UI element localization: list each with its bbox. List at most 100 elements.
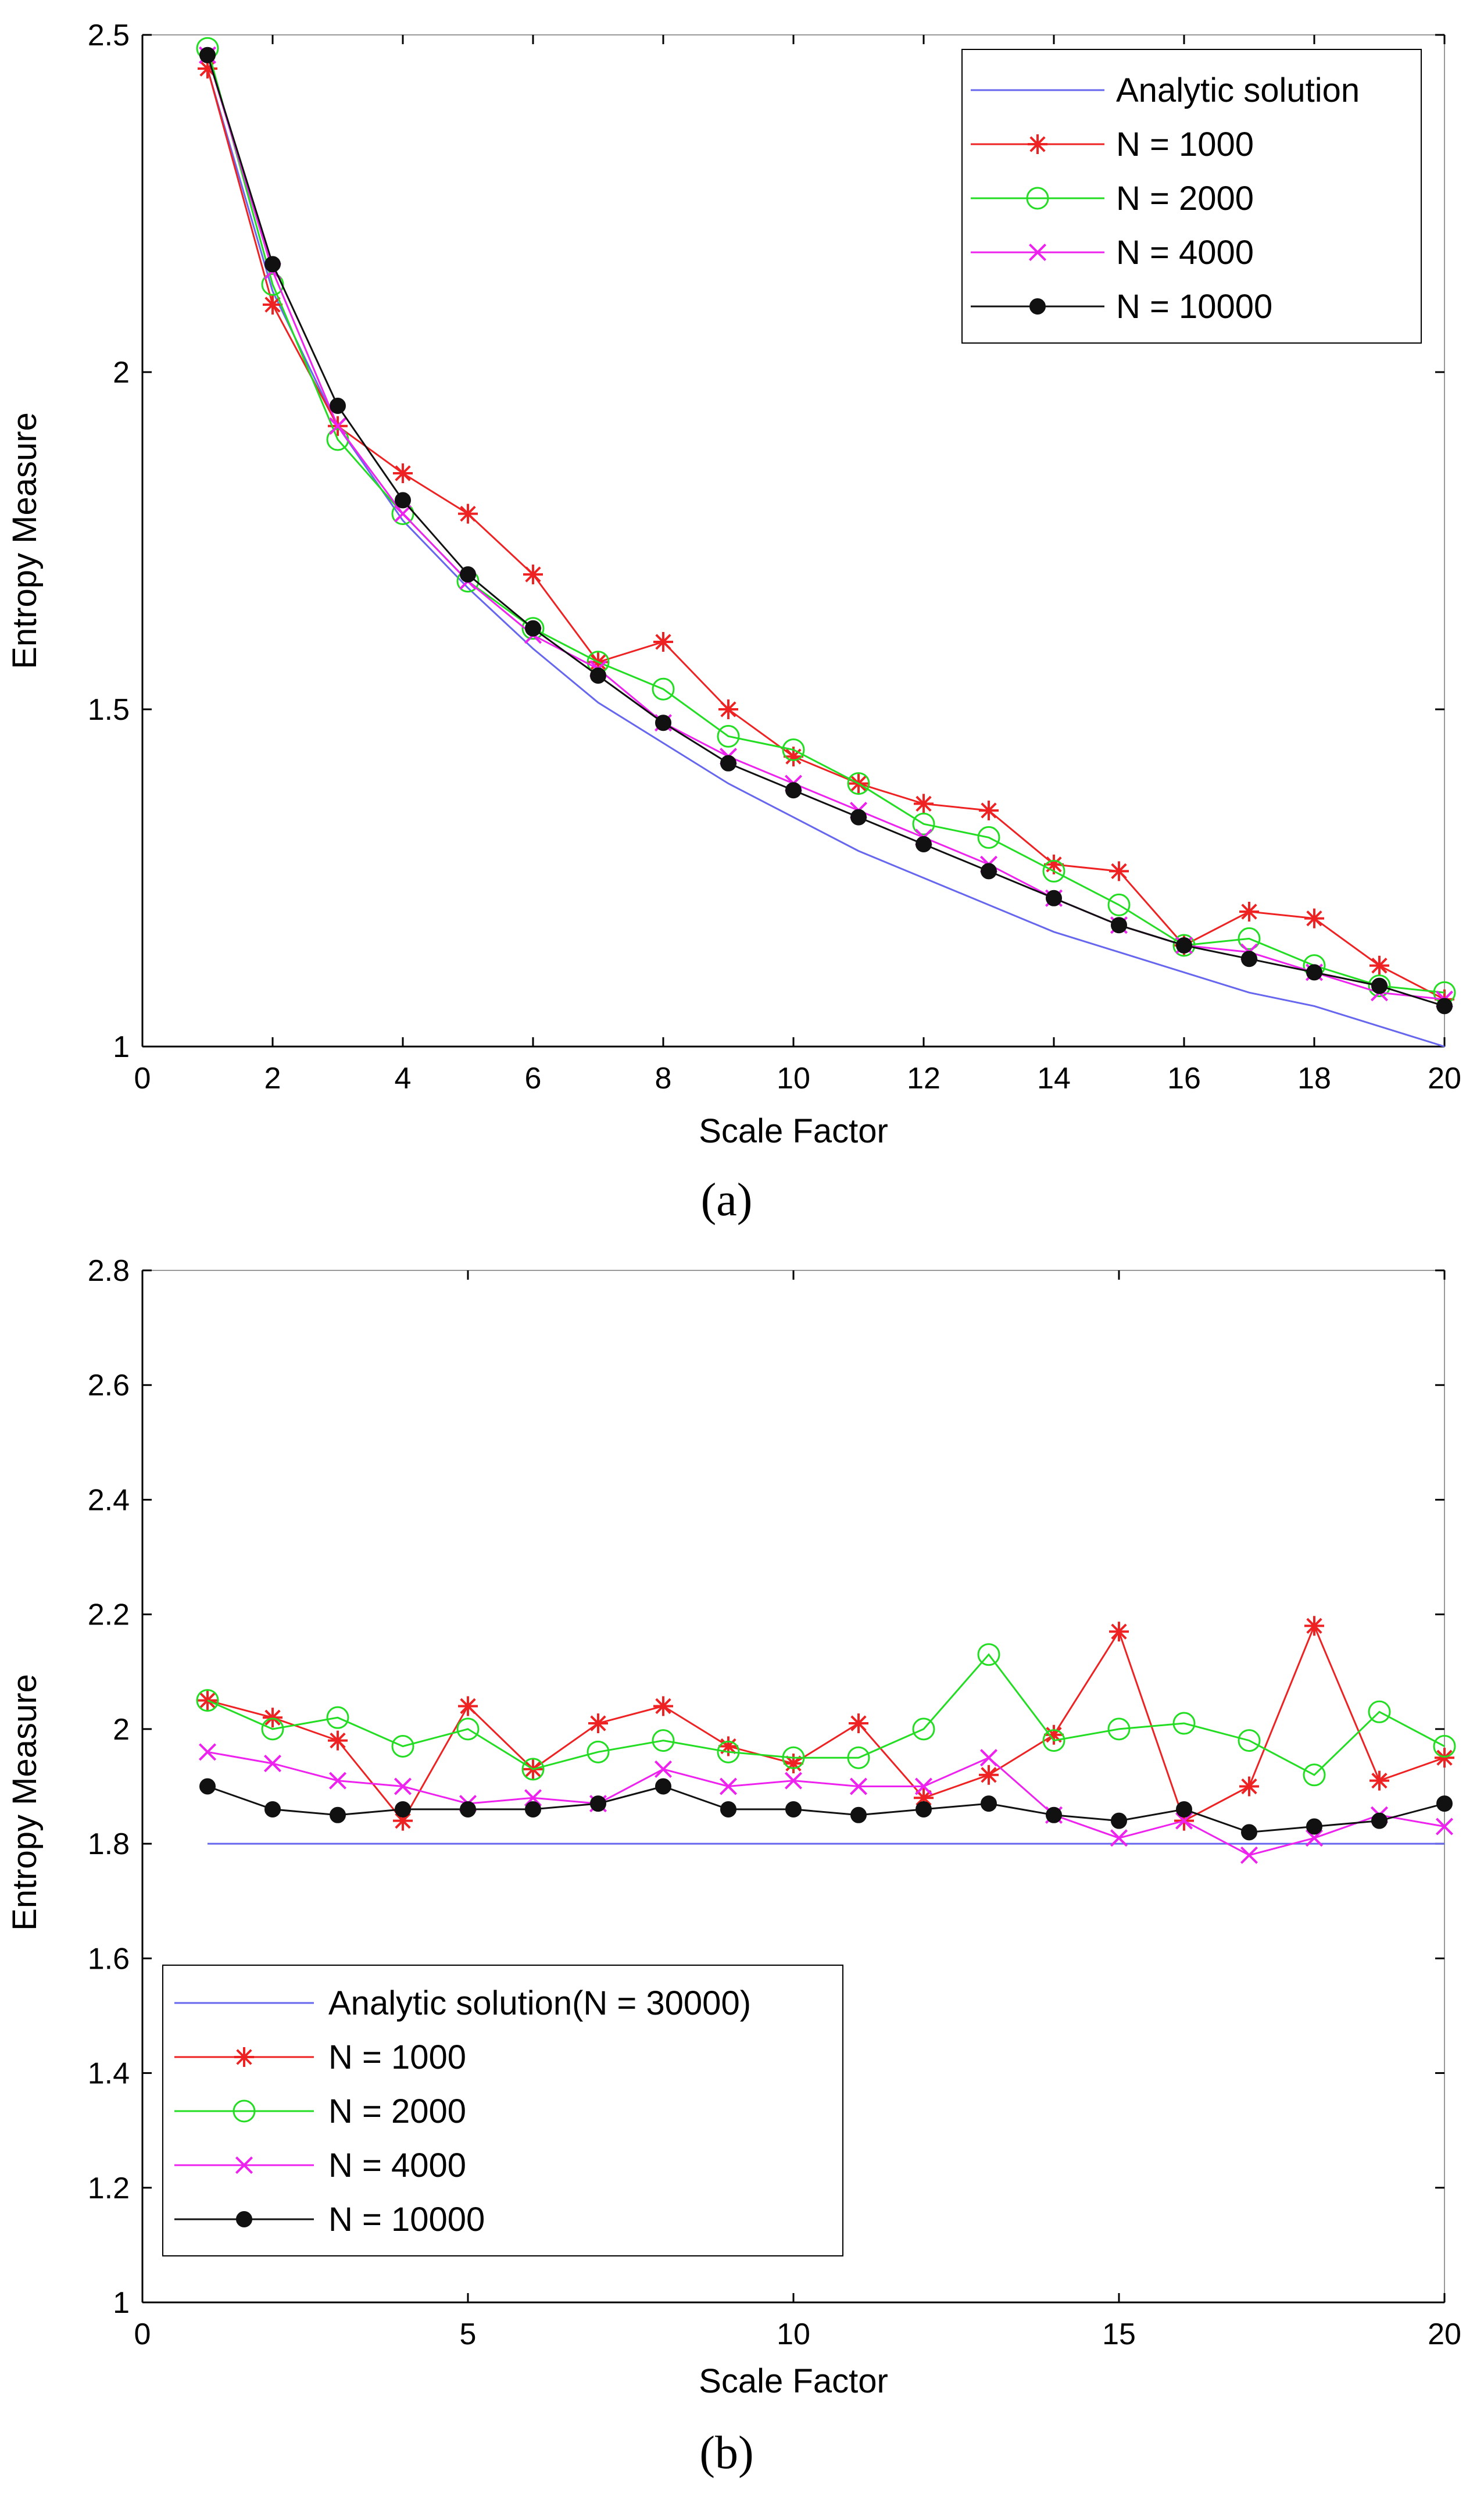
y-tick-label: 2.8 xyxy=(88,1254,130,1288)
y-tick-label: 1.8 xyxy=(88,1827,130,1861)
data-point xyxy=(1369,955,1389,976)
x-tick-label: 2 xyxy=(264,1062,281,1095)
data-point xyxy=(1239,1776,1259,1797)
data-point xyxy=(521,1758,545,1781)
data-point xyxy=(1109,1622,1129,1642)
y-tick-label: 2.2 xyxy=(88,1598,130,1632)
x-tick-label: 16 xyxy=(1167,1062,1201,1095)
data-point xyxy=(590,667,606,684)
y-axis-label: Entropy Measure xyxy=(6,1674,44,1931)
data-point xyxy=(1368,974,1391,998)
data-point xyxy=(1107,893,1131,916)
data-point xyxy=(1042,1729,1065,1752)
data-point xyxy=(1172,934,1196,957)
data-point xyxy=(916,836,932,852)
data-point xyxy=(979,1765,999,1785)
data-point xyxy=(1433,1734,1456,1758)
series-line xyxy=(206,55,1445,1001)
y-tick-label: 2.4 xyxy=(88,1483,130,1517)
legend-swatch-marker xyxy=(233,2099,256,2123)
y-axis-label: Entropy Measure xyxy=(6,412,44,669)
x-tick-label: 4 xyxy=(395,1062,412,1095)
data-point xyxy=(196,1689,219,1712)
legend-entry-label: N = 4000 xyxy=(1116,234,1254,272)
x-tick-label: 0 xyxy=(134,1062,151,1095)
data-point xyxy=(1306,964,1322,981)
legend: Analytic solution(N = 30000) N = 1000 N = … xyxy=(162,1965,843,2256)
data-point xyxy=(782,1746,805,1769)
series-n-10000 xyxy=(199,47,1453,1015)
data-point xyxy=(1369,1770,1389,1791)
x-tick-label: 15 xyxy=(1102,2318,1136,2351)
data-point xyxy=(652,1729,675,1752)
series-line xyxy=(207,1623,1445,1823)
data-point xyxy=(718,699,738,719)
y-tick-label: 2.6 xyxy=(88,1369,130,1402)
data-point xyxy=(1239,902,1259,922)
series-line xyxy=(207,1751,1445,1856)
data-point xyxy=(458,504,478,524)
data-point xyxy=(1306,1818,1322,1835)
series-n-4000 xyxy=(198,1743,1454,1864)
data-point xyxy=(1241,1824,1257,1841)
x-tick-label: 8 xyxy=(655,1062,672,1095)
y-tick-label: 1.6 xyxy=(88,1942,130,1976)
data-point xyxy=(328,1730,348,1751)
data-point xyxy=(912,1717,935,1741)
data-point xyxy=(785,782,802,799)
data-point xyxy=(850,809,867,826)
legend: Analytic solution N = 1000 N = 2000 N = 400… xyxy=(961,49,1422,344)
series-analytic-solution xyxy=(206,68,1445,1048)
data-point xyxy=(521,617,545,640)
x-axis-label: Scale Factor xyxy=(699,2362,888,2400)
x-tick-label: 12 xyxy=(907,1062,941,1095)
data-point xyxy=(981,863,997,880)
legend-entry-label: N = 2000 xyxy=(328,2093,466,2130)
data-point xyxy=(847,772,870,795)
data-point xyxy=(394,1777,412,1795)
data-point xyxy=(717,724,740,748)
x-tick-label: 6 xyxy=(525,1062,542,1095)
y-tick-label: 2.5 xyxy=(88,19,130,52)
x-tick-label: 20 xyxy=(1428,1062,1461,1095)
series-n-1000 xyxy=(198,1616,1454,1831)
data-point xyxy=(391,1734,414,1758)
y-tick-label: 1.5 xyxy=(88,693,130,727)
chart-panel-a: 0 2 4 6 8 10 12 14 16 18 20 1 1.5 2 2.5 Scale Factor Ent… xyxy=(6,19,1461,1226)
data-point xyxy=(1110,1829,1128,1847)
data-point xyxy=(525,620,541,637)
data-point xyxy=(458,1696,478,1716)
legend-swatch-marker xyxy=(1028,134,1047,154)
x-tick-label: 5 xyxy=(460,2318,477,2351)
data-point xyxy=(654,1760,673,1778)
legend-swatch-marker xyxy=(1026,187,1049,210)
data-point xyxy=(1368,1700,1391,1723)
series-line xyxy=(206,55,1445,1007)
data-point xyxy=(1044,1724,1064,1745)
data-point xyxy=(1107,1717,1131,1741)
data-point xyxy=(1238,927,1261,950)
y-tick-label: 1 xyxy=(113,1030,130,1064)
series-line xyxy=(206,68,1445,1001)
data-point xyxy=(1304,908,1324,929)
data-point xyxy=(1046,1806,1062,1823)
data-point xyxy=(1304,1616,1324,1636)
legend-swatch-marker xyxy=(235,2156,253,2174)
data-point xyxy=(1371,977,1388,994)
data-point xyxy=(1436,998,1453,1015)
data-point xyxy=(588,1713,608,1734)
data-point xyxy=(263,1708,283,1728)
series-line xyxy=(207,1785,1445,1833)
data-point xyxy=(330,1806,346,1823)
x-tick-label: 10 xyxy=(777,1062,810,1095)
data-point xyxy=(330,398,346,414)
data-point xyxy=(850,1806,867,1823)
data-point xyxy=(847,1746,870,1769)
data-point xyxy=(1241,951,1257,967)
panel-caption: (a) xyxy=(701,1174,753,1226)
data-point xyxy=(849,1777,868,1795)
legend-entry-label: N = 1000 xyxy=(328,2038,466,2076)
data-point xyxy=(784,1754,803,1774)
data-point xyxy=(395,1801,411,1817)
